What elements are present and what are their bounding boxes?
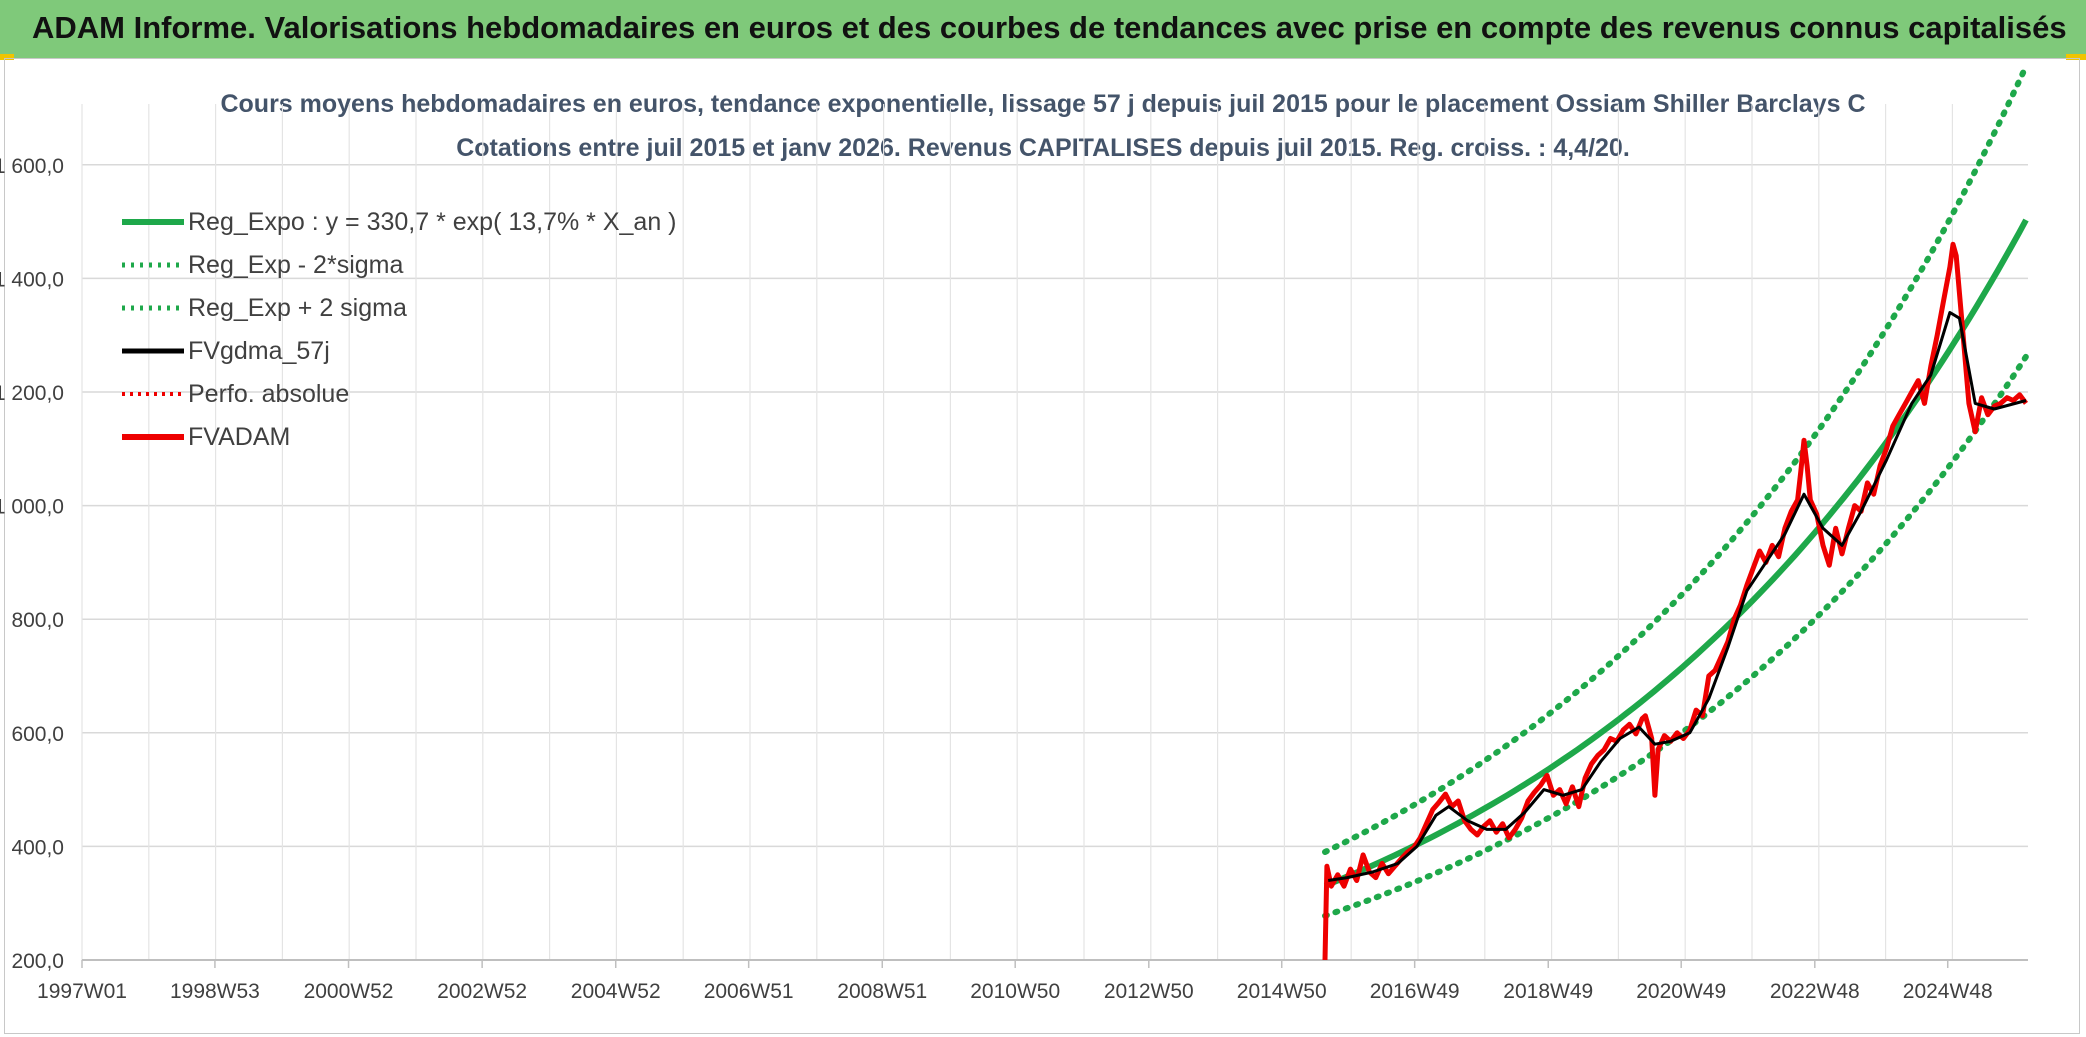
y-tick-label: 1 000,0 [0,496,64,519]
legend-label: FVgdma_57j [188,337,330,365]
x-tick-label: 2008W51 [837,980,927,1003]
x-tick-label: 2020W49 [1636,980,1726,1003]
series-fvadam-line [1322,241,2029,961]
x-tick-label: 2012W50 [1104,980,1194,1003]
reg-exp-minus-2sigma-line [1322,353,2029,919]
reg-expo-line [1323,218,2029,889]
x-tick-label: 1997W01 [37,980,127,1003]
y-tick-label: 400,0 [11,836,64,859]
legend-label: Reg_Exp + 2 sigma [188,294,407,322]
x-tick-label: 2004W52 [571,980,661,1003]
y-tick-label: 1 200,0 [0,382,64,405]
x-tick-label: 2016W49 [1370,980,1460,1003]
legend-label: Reg_Exp - 2*sigma [188,251,403,279]
header-bar: ADAM Informe. Valorisations hebdomadaire… [0,0,2086,58]
y-tick-label: 800,0 [11,609,64,632]
y-tick-label: 600,0 [11,723,64,746]
page-title: ADAM Informe. Valorisations hebdomadaire… [32,10,2067,45]
chart-title-line-2: Cotations entre juil 2015 et janv 2026. … [456,134,1630,162]
x-tick-label: 2018W49 [1503,980,1593,1003]
legend-label: Perfo. absolue [188,380,349,408]
x-tick-label: 2002W52 [437,980,527,1003]
corner-mark-top-left [0,54,14,60]
y-tick-label: 1 600,0 [0,155,64,178]
legend-label: Reg_Expo : y = 330,7 * exp( 13,7% * X_an… [188,208,677,236]
chart-frame [4,58,2080,1034]
y-tick-label: 1 400,0 [0,268,64,291]
reg-exp-plus-2sigma-line [1322,63,2029,855]
y-tick-label: 200,0 [11,950,64,973]
x-tick-label: 1998W53 [170,980,260,1003]
legend-label: FVADAM [188,423,290,451]
chart-title-line-1: Cours moyens hebdomadaires en euros, ten… [220,90,1865,118]
corner-mark-top-right [2066,54,2086,60]
x-tick-label: 2022W48 [1770,980,1860,1003]
x-tick-label: 2014W50 [1237,980,1327,1003]
x-tick-label: 2006W51 [704,980,794,1003]
x-tick-label: 2000W52 [304,980,394,1003]
x-tick-label: 2024W48 [1903,980,1993,1003]
x-tick-label: 2010W50 [970,980,1060,1003]
series-fvgdma-57j-line [1327,311,2027,882]
